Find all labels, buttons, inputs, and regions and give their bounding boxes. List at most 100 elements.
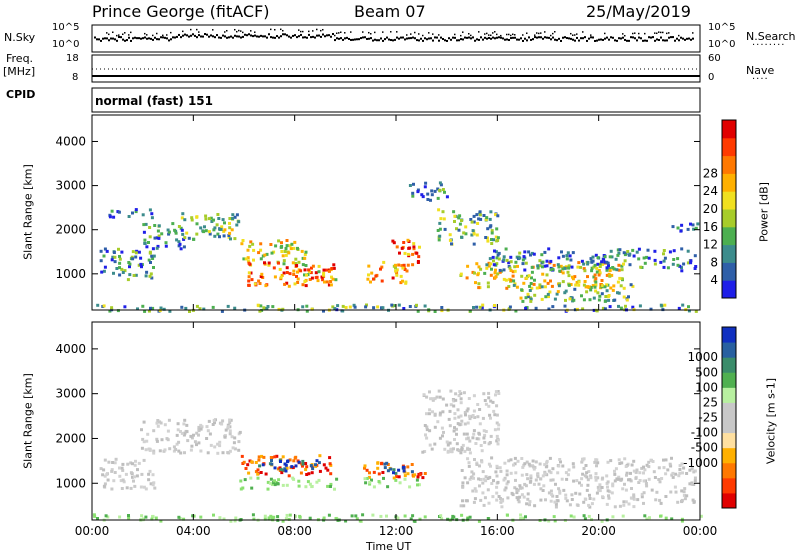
data-cell [547, 307, 551, 311]
data-cell [413, 519, 417, 523]
data-cell [468, 417, 472, 421]
nsearch-point [644, 32, 646, 35]
data-cell [566, 251, 570, 255]
data-cell [303, 273, 306, 277]
data-cell [459, 392, 463, 395]
noise-point [482, 38, 484, 41]
data-cell [655, 490, 659, 494]
data-cell [678, 464, 682, 468]
noise-point [212, 35, 214, 38]
data-cell [101, 473, 105, 477]
data-cell [596, 485, 600, 489]
data-cell [645, 484, 649, 488]
data-cell [145, 245, 149, 249]
noise-point [94, 36, 96, 39]
data-cell [140, 472, 144, 476]
data-cell [410, 470, 414, 474]
data-cell [150, 212, 154, 216]
data-cell [402, 307, 406, 310]
data-cell [273, 275, 277, 279]
data-cell [613, 505, 617, 509]
data-cell [134, 251, 138, 255]
noise-point [442, 37, 444, 40]
data-cell [586, 260, 590, 264]
data-cell [545, 264, 549, 268]
data-cell [142, 230, 146, 234]
data-cell [301, 305, 305, 309]
data-cell [484, 217, 488, 221]
data-cell [693, 476, 697, 480]
data-cell [441, 410, 445, 414]
data-cell [397, 468, 401, 472]
data-cell [694, 309, 698, 313]
data-cell [149, 261, 152, 264]
data-cell [104, 514, 108, 518]
data-cell [402, 469, 406, 473]
data-cell [163, 448, 167, 452]
noise-point [196, 36, 198, 39]
nsearch-point [118, 34, 120, 36]
data-cell [472, 409, 476, 413]
data-cell [269, 243, 273, 246]
noise-point [478, 38, 480, 41]
data-cell [459, 401, 463, 405]
data-cell [134, 208, 138, 212]
data-cell [288, 272, 292, 276]
data-cell [678, 468, 682, 471]
data-cell [212, 513, 215, 517]
data-cell [258, 464, 262, 468]
data-cell [583, 474, 587, 478]
noise-point [590, 36, 592, 39]
data-cell [561, 271, 565, 275]
data-cell [496, 239, 500, 242]
data-cell [538, 259, 542, 263]
data-cell [539, 498, 543, 502]
noise-point [154, 36, 156, 39]
data-cell [158, 449, 162, 453]
data-cell [568, 297, 572, 301]
noise-point [624, 38, 626, 41]
data-cell [612, 284, 616, 288]
data-cell [182, 237, 186, 241]
data-cell [524, 515, 527, 519]
data-cell [244, 257, 248, 261]
data-cell [229, 418, 233, 422]
data-cell [475, 262, 479, 266]
data-cell [115, 267, 119, 270]
data-cell [411, 473, 415, 477]
data-cell [486, 236, 489, 240]
data-cell [613, 472, 617, 476]
data-cell [411, 514, 415, 518]
data-cell [550, 284, 554, 288]
x-tick-label: 20:00 [581, 524, 616, 538]
nsearch-point [316, 28, 318, 31]
data-cell [532, 282, 536, 286]
data-cell [305, 473, 309, 476]
data-cell [460, 419, 464, 423]
data-cell [158, 309, 162, 313]
data-cell [448, 409, 452, 413]
noise-point [680, 36, 682, 39]
colorbar-tick-label: 24 [703, 184, 718, 198]
data-cell [681, 303, 685, 307]
data-cell [355, 517, 359, 521]
data-cell [103, 482, 107, 486]
data-cell [147, 258, 151, 262]
data-cell [428, 429, 432, 433]
data-cell [490, 231, 494, 235]
data-cell [588, 497, 592, 500]
noise-point [424, 37, 426, 40]
data-cell [519, 486, 522, 490]
data-cell [689, 259, 693, 263]
data-cell [406, 472, 410, 476]
data-cell [692, 227, 696, 231]
data-cell [326, 468, 330, 472]
colorbar-swatch [722, 402, 736, 418]
nave-label: Nave [746, 64, 775, 77]
data-cell [514, 309, 518, 313]
data-cell [682, 466, 686, 470]
data-cell [392, 471, 395, 475]
freq-right-tick-top: 60 [708, 53, 721, 64]
data-cell [274, 244, 278, 248]
data-cell [497, 423, 501, 427]
